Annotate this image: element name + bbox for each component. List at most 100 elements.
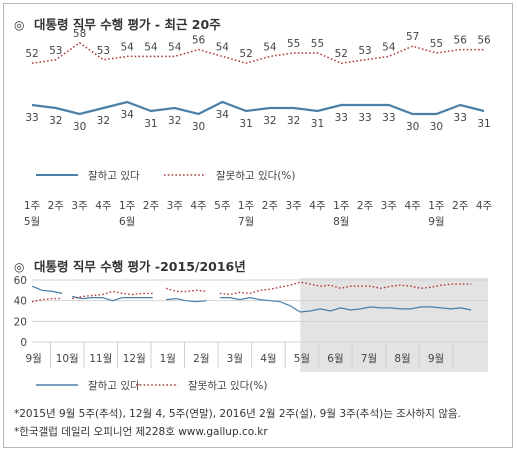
data-label: 32 (49, 115, 62, 127)
top-chart-title-text: 대통령 직무 수행 평가 - 최근 20주 (34, 17, 221, 32)
x-month-label: 6월 (119, 216, 135, 228)
x-month-label: 8월 (394, 353, 410, 365)
data-label: 58 (73, 28, 86, 40)
x-month-label: 9월 (26, 353, 42, 365)
x-month-label: 1월 (160, 353, 176, 365)
x-tick-label: 3주 (71, 200, 88, 212)
data-label: 32 (287, 115, 300, 127)
data-label: 55 (430, 38, 443, 50)
data-label: 30 (406, 121, 419, 133)
data-label: 31 (239, 118, 252, 130)
x-month-label: 7월 (361, 353, 377, 365)
data-label: 34 (120, 109, 134, 121)
data-label: 31 (477, 118, 490, 130)
title-mark-icon: ◎ (14, 18, 25, 32)
x-month-label: 7월 (238, 216, 254, 228)
x-tick-label: 2주 (48, 200, 65, 212)
top-chart-title: ◎ 대통령 직무 수행 평가 - 최근 20주 (14, 14, 221, 33)
bottom-chart-title-text: 대통령 직무 수행 평가 -2015/2016년 (34, 259, 246, 274)
data-label: 34 (216, 109, 230, 121)
x-tick-label: 1주 (238, 200, 255, 212)
data-label: 54 (263, 41, 277, 53)
x-tick-label: 3주 (286, 200, 303, 212)
series-line-0 (31, 100, 485, 116)
x-tick-label: 2주 (262, 200, 279, 212)
data-label: 56 (477, 35, 491, 47)
x-tick-label: 1주 (24, 200, 41, 212)
data-label: 52 (335, 48, 348, 60)
x-month-label: 3월 (227, 353, 243, 365)
data-label: 55 (311, 38, 324, 50)
title-mark-icon: ◎ (14, 260, 25, 274)
y-tick-label: 20 (14, 316, 27, 328)
x-month-label: 9월 (428, 353, 444, 365)
data-label: 33 (382, 112, 395, 124)
data-label: 30 (192, 121, 205, 133)
footnote-source: *한국갤럽 데일리 오피니언 제228호 www.gallup.co.kr (14, 426, 268, 438)
series-segment-0 (219, 296, 472, 313)
x-month-label: 11월 (89, 353, 112, 365)
x-month-label: 5월 (24, 216, 40, 228)
y-tick-label: 40 (14, 296, 27, 308)
x-tick-label: 4주 (190, 200, 207, 212)
x-month-label: 8월 (333, 216, 349, 228)
series-segment-0 (72, 295, 153, 302)
x-month-label: 5월 (294, 353, 310, 365)
x-tick-label: 2주 (143, 200, 160, 212)
chart-frame (3, 3, 513, 448)
x-month-label: 2월 (193, 353, 209, 365)
data-label: 33 (335, 112, 348, 124)
x-month-label: 6월 (327, 353, 343, 365)
data-label: 30 (430, 121, 443, 133)
data-label: 52 (25, 48, 38, 60)
data-label: 53 (49, 45, 62, 57)
series-segment-1 (31, 297, 63, 303)
x-tick-label: 1주 (119, 200, 136, 212)
series-segment-0 (31, 285, 63, 294)
x-month-label: 10월 (56, 353, 79, 365)
y-tick-label: 60 (14, 275, 27, 287)
x-tick-label: 4주 (404, 200, 421, 212)
highlight-region (300, 278, 488, 372)
x-tick-label: 4주 (95, 200, 112, 212)
data-label: 56 (192, 35, 206, 47)
series-segment-1 (165, 287, 207, 293)
bottom-chart-title: ◎ 대통령 직무 수행 평가 -2015/2016년 (14, 256, 246, 275)
x-tick-label: 4주 (309, 200, 326, 212)
legend-label: 잘하고 있다 (88, 379, 140, 392)
series-line-1 (31, 41, 484, 64)
data-label: 32 (168, 115, 181, 127)
data-label: 54 (120, 41, 134, 53)
series-segment-1 (219, 281, 472, 296)
series-segment-0 (166, 297, 207, 303)
x-month-label: 9월 (428, 216, 444, 228)
x-tick-label: 2주 (357, 200, 374, 212)
legend-label: 잘못하고 있다(%) (188, 379, 267, 392)
legend-label: 잘하고 있다 (88, 169, 140, 182)
data-label: 30 (73, 121, 86, 133)
x-tick-label: 5주 (214, 200, 231, 212)
x-tick-label: 2주 (452, 200, 469, 212)
data-label: 54 (144, 41, 158, 53)
data-label: 31 (311, 118, 324, 130)
data-label: 33 (25, 112, 38, 124)
top-line-chart: 33 32 30 32 34 31 32 30 34 31 32 32 31 33 33 33 30 30 33 31… (24, 28, 493, 228)
x-tick-label: 3주 (381, 200, 398, 212)
data-label: 54 (168, 41, 182, 53)
data-label: 33 (454, 112, 467, 124)
data-label: 57 (406, 31, 419, 43)
x-tick-label: 3주 (167, 200, 184, 212)
data-label: 54 (382, 41, 396, 53)
data-label: 52 (239, 48, 252, 60)
data-label: 32 (97, 115, 110, 127)
data-label: 33 (358, 112, 371, 124)
data-label: 55 (287, 38, 300, 50)
data-label: 53 (358, 45, 371, 57)
data-label: 54 (216, 41, 230, 53)
data-label: 31 (144, 118, 157, 130)
footnote-survey-gaps: *2015년 9월 5주(추석), 12월 4, 5주(연말), 2016년 2… (14, 408, 461, 420)
x-month-label: 4월 (260, 353, 276, 365)
y-tick-label: 0 (20, 337, 27, 349)
x-month-label: 12월 (123, 353, 146, 365)
